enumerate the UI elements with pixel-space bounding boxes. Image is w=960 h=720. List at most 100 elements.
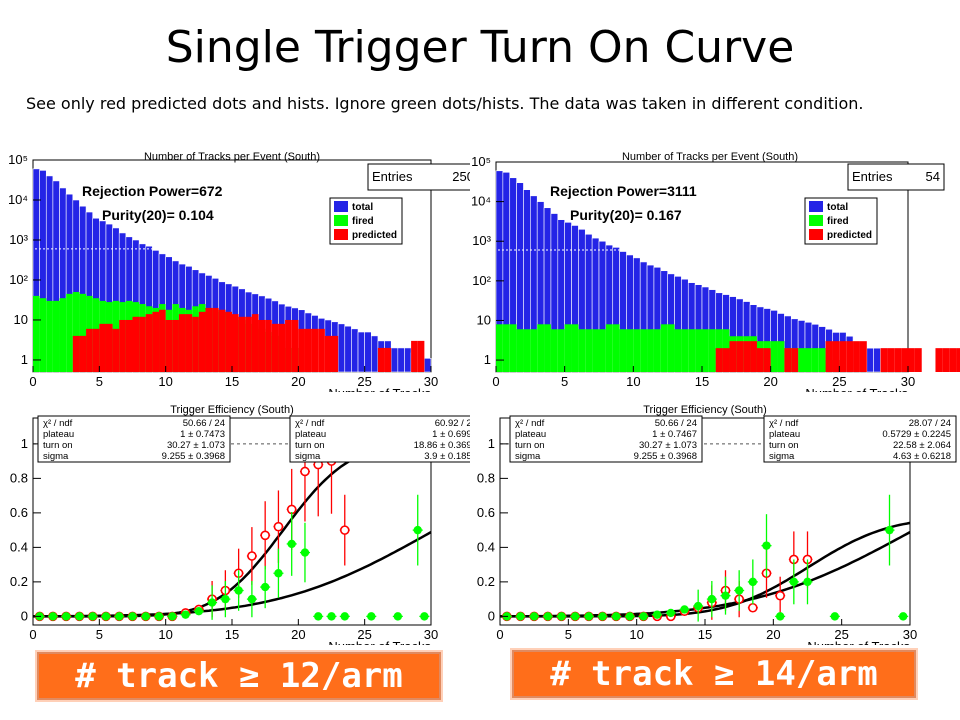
legend-label-predicted: predicted xyxy=(827,230,872,241)
x-tick-label: 10 xyxy=(158,627,172,642)
green-point xyxy=(693,601,703,611)
fired-bar xyxy=(612,324,620,372)
x-tick-label: 15 xyxy=(225,627,239,642)
x-axis-label: Number of Tracks xyxy=(805,386,908,392)
trigger-efficiency-left: 0 5 10 15 20 25 30 0 0.2 0.4 0.6 0.8 1 Number of Trac… xyxy=(10,404,470,645)
green-point xyxy=(680,605,689,614)
red-point xyxy=(273,521,284,532)
fit-stat-value: 1 ± 0.7473 xyxy=(180,429,225,440)
green-point xyxy=(598,612,607,621)
predicted-bar xyxy=(839,341,847,372)
x-tick-label: 5 xyxy=(561,374,568,389)
green-point xyxy=(639,612,648,621)
x-tick-label: 20 xyxy=(291,374,305,389)
predicted-bar xyxy=(377,347,385,372)
predicted-bar xyxy=(846,341,854,372)
chart-title: Number of Tracks per Event (South) xyxy=(144,151,320,163)
legend-label-total: total xyxy=(352,202,373,213)
x-axis-label: Number of Tracks xyxy=(807,639,910,645)
fired-bar xyxy=(818,348,826,372)
fit-stat-label: plateau xyxy=(769,429,800,440)
predicted-bar xyxy=(949,348,957,372)
red-point xyxy=(247,551,257,561)
predicted-bar xyxy=(125,319,133,372)
stats-entries-label: Entries xyxy=(852,169,893,184)
total-bar xyxy=(397,347,405,373)
predicted-bar xyxy=(722,348,730,372)
chart-title: Number of Tracks per Event (South) xyxy=(622,151,798,163)
fired-bar xyxy=(599,329,606,372)
legend-label-predicted: predicted xyxy=(352,230,397,241)
y-tick-label: 10² xyxy=(9,272,28,287)
fired-bar xyxy=(660,324,668,372)
stats-box xyxy=(847,163,945,191)
predicted-bar xyxy=(232,314,239,372)
track-histogram-right: 0 5 10 15 20 25 30 1 10 10² 10³ 10⁴ 10⁵ Number of Tra… xyxy=(471,151,960,392)
predicted-bar xyxy=(99,323,106,372)
predicted-bar xyxy=(139,316,146,372)
x-tick-label: 5 xyxy=(96,627,103,642)
predicted-bar xyxy=(298,328,305,372)
y-tick-label: 10⁴ xyxy=(8,192,28,207)
y-tick-label: 0.2 xyxy=(10,574,28,589)
total-bar xyxy=(337,323,346,373)
x-tick-label: 10 xyxy=(626,374,640,389)
y-tick-label: 0 xyxy=(488,608,495,623)
fit-stats-box xyxy=(509,415,703,463)
fired-bar xyxy=(502,324,510,372)
x-tick-label: 15 xyxy=(698,627,712,642)
legend-swatch-fired xyxy=(809,215,823,226)
green-point xyxy=(721,591,730,600)
stats-box xyxy=(367,163,470,191)
fit-stat-label: sigma xyxy=(515,451,541,462)
track-histogram-left: 0 5 10 15 20 25 30 1 10 10² 10³ 10⁴ 10⁵ Number of Tra… xyxy=(8,151,470,392)
legend-swatch-fired xyxy=(334,215,348,226)
green-point xyxy=(75,612,84,621)
green-point xyxy=(207,598,217,607)
fit-stat-label: sigma xyxy=(769,451,795,462)
fired-bar xyxy=(674,329,682,372)
fit-stat-label: plateau xyxy=(515,429,546,440)
fired-bar xyxy=(544,324,551,372)
green-point xyxy=(570,612,580,621)
predicted-bar xyxy=(218,309,226,372)
green-point xyxy=(748,577,758,587)
legend-swatch-total xyxy=(334,201,348,212)
predicted-bar xyxy=(304,328,312,372)
fired-bar xyxy=(530,329,538,372)
fit-stat-label: sigma xyxy=(43,451,69,462)
green-point xyxy=(543,612,553,621)
y-tick-label: 0.8 xyxy=(477,470,495,485)
green-point xyxy=(260,582,270,592)
fired-bar xyxy=(811,348,819,372)
predicted-bar xyxy=(935,348,943,372)
fit-stat-value: 60.92 / 24 xyxy=(435,418,470,429)
fit-stat-value: 3.9 ± 0.1851 xyxy=(424,451,470,462)
green-point xyxy=(762,541,771,550)
predicted-bar xyxy=(825,341,833,372)
fit-stat-label: χ² / ndf xyxy=(295,418,325,429)
predicted-bar xyxy=(384,347,392,372)
y-tick-label: 10 xyxy=(477,312,491,327)
fired-bar xyxy=(509,324,517,372)
predicted-bar xyxy=(411,340,418,372)
predicted-bar xyxy=(956,348,960,372)
red-point xyxy=(339,525,350,535)
fit-stat-label: plateau xyxy=(43,429,74,440)
page-subtitle: See only red predicted dots and hists. I… xyxy=(26,94,864,113)
y-tick-label: 1 xyxy=(21,436,28,451)
fired-bar xyxy=(640,329,648,372)
fired-bar xyxy=(708,329,716,372)
total-bar xyxy=(364,331,372,373)
legend-swatch-predicted xyxy=(334,229,348,240)
green-point xyxy=(789,577,799,587)
green-point xyxy=(803,577,812,587)
y-tick-label: 10 xyxy=(14,312,28,327)
fired-bar xyxy=(550,329,558,372)
fired-bar xyxy=(647,329,654,372)
fired-bar xyxy=(653,329,661,372)
predicted-bar xyxy=(251,314,259,372)
predicted-bar xyxy=(238,316,246,372)
fired-bar xyxy=(585,329,593,372)
green-point xyxy=(327,612,336,621)
